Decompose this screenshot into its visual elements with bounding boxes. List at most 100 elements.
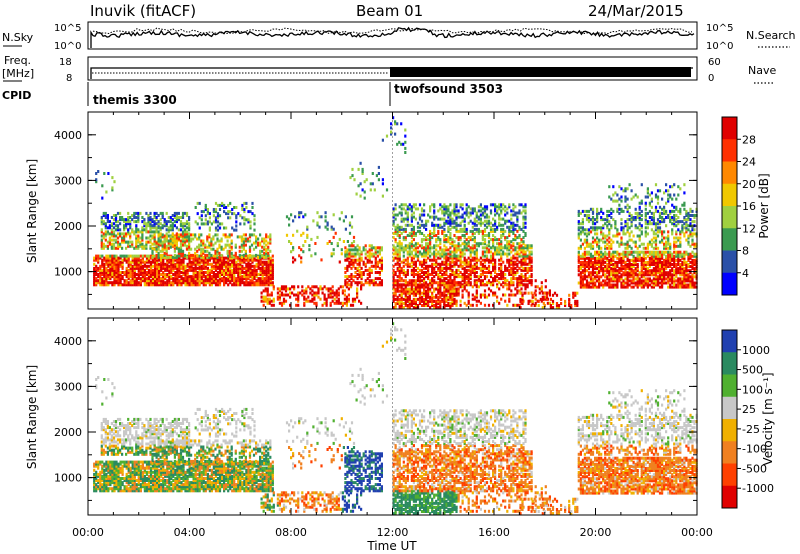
power-cell [453,221,456,225]
power-cell [196,271,199,274]
power-cell [95,264,98,268]
power-cell [257,266,260,270]
power-cell [99,279,102,283]
power-cell [221,260,224,264]
power-cell [302,231,305,235]
power-cell [492,268,495,272]
power-cell [293,287,296,291]
power-cell [167,220,170,224]
power-cell [153,211,156,215]
power-cell [141,275,144,279]
power-cell [506,246,509,250]
power-cell [151,236,154,240]
power-cell [164,283,167,287]
power-cell [522,236,525,240]
power-cell [437,277,440,281]
power-cell [129,220,132,224]
power-cell [259,268,262,272]
power-cell [244,243,247,247]
power-cell [406,219,409,223]
power-cell [396,275,399,279]
power-cell [396,295,399,299]
power-cell [109,271,112,274]
power-cell [579,275,582,279]
power-cell [235,228,238,232]
power-cell [414,291,417,295]
power-cell [463,244,466,248]
power-cell [143,260,146,264]
power-cell [524,266,527,270]
power-cell [506,287,509,291]
power-cell [475,266,478,270]
power-cell [225,268,228,272]
power-cell [159,239,162,243]
power-cell [359,194,362,198]
power-cell [416,254,420,258]
power-cell [530,264,533,268]
power-cell [577,260,580,264]
power-cell [526,244,529,248]
power-cell [402,219,405,223]
power-cell [622,256,625,260]
power-cell [266,297,269,301]
power-cell [188,275,191,279]
power-cell [443,281,446,285]
power-cell [137,244,140,248]
power-cell [358,254,361,258]
power-cell [398,285,401,289]
power-cell [214,277,218,281]
power-cell [463,229,466,233]
power-cell [518,203,521,207]
power-cell [198,260,201,264]
power-cell [239,273,242,276]
power-cell [431,299,434,303]
power-cell [240,245,243,249]
power-cell [278,293,281,297]
power-cell [156,273,159,276]
power-cell [198,279,201,283]
power-cell [481,242,484,246]
power-cell [600,281,603,285]
power-cell [378,258,381,262]
power-cell [165,222,168,226]
power-cell [237,283,240,287]
power-cell [524,211,527,215]
power-cell [443,252,446,256]
power-cell [524,273,527,276]
power-cell [581,260,584,264]
power-cell [481,273,484,276]
power-cell [135,226,138,230]
power-cell [414,304,417,307]
power-cell [414,285,417,289]
power-cell [427,295,430,299]
power-cell [504,205,507,209]
power-cell [471,211,474,215]
power-cell [516,236,519,240]
power-cell [492,252,495,256]
power-cell [610,271,613,275]
power-cell [443,240,446,244]
power-cell [498,207,501,211]
power-cell [455,291,458,295]
power-cell [370,252,373,256]
power-cell [602,260,605,264]
power-cell [361,172,364,175]
power-cell [467,260,470,264]
power-cell [392,256,395,260]
power-cell [180,260,183,264]
power-cell [524,275,527,279]
power-cell [602,283,605,287]
power-cell [581,279,584,283]
power-cell [459,203,462,207]
power-cell [233,273,236,276]
power-cell [105,254,108,258]
power-cell [323,293,326,297]
power-cell [453,240,456,244]
power-cell [192,268,195,272]
power-cell [168,260,171,264]
power-cell [489,203,493,207]
power-cell [200,268,203,272]
power-cell [202,210,205,214]
power-cell [186,262,189,266]
power-cell [443,306,446,310]
